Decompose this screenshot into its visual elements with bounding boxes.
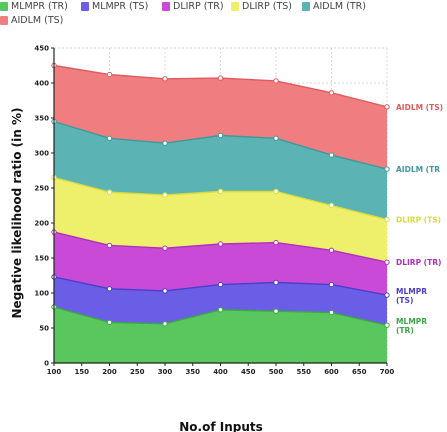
y-axis-title: Negative likelihood ratio (in %) — [10, 107, 24, 318]
series-end-label: MLMPR — [396, 317, 427, 326]
area-band — [54, 276, 387, 326]
area-band — [54, 65, 387, 170]
legend-swatch — [81, 2, 89, 11]
x-tick-label: 200 — [102, 368, 117, 376]
data-point — [384, 292, 390, 298]
data-point — [273, 239, 279, 246]
legend-label: MLMPR (TS) — [92, 1, 149, 12]
data-point — [273, 279, 279, 286]
data-point — [106, 189, 113, 195]
y-tick-label: 200 — [34, 220, 49, 228]
data-point — [162, 140, 168, 146]
data-point — [273, 308, 279, 314]
legend-item: MLMPR (TR) — [0, 1, 68, 12]
y-tick-label: 100 — [34, 290, 49, 298]
data-point — [162, 245, 168, 251]
y-tick-label: 300 — [34, 150, 49, 158]
legend-label: DLIRP (TR) — [173, 1, 224, 12]
legend-swatch — [302, 2, 310, 11]
data-point — [273, 188, 279, 195]
legend-label: MLMPR (TR) — [11, 1, 68, 12]
data-point — [162, 76, 168, 82]
data-point — [384, 104, 390, 110]
data-point — [217, 241, 224, 247]
data-point — [273, 78, 279, 84]
series-end-label: MLMPR — [396, 287, 427, 296]
x-tick-label: 500 — [269, 368, 284, 376]
data-point — [106, 71, 113, 78]
legend-item: DLIRP (TR) — [162, 1, 224, 12]
data-point — [217, 132, 224, 139]
x-tick-label: 550 — [296, 368, 311, 376]
end-labels: MLMPR(TR)MLMPR(TS)DLIRP (TR)DLIRP (TS)AI… — [396, 103, 443, 335]
x-tick-label: 350 — [185, 368, 200, 376]
data-point — [162, 192, 168, 198]
series-end-label: (TR) — [396, 326, 414, 335]
areas — [54, 65, 387, 363]
x-tick-label: 100 — [47, 368, 62, 376]
legend-label: DLIRP (TS) — [242, 1, 293, 12]
legend-label: AIDLM (TR) — [313, 1, 366, 12]
x-tick-label: 450 — [241, 368, 256, 376]
y-tick-label: 50 — [39, 325, 49, 333]
data-point — [328, 202, 335, 209]
area-band — [54, 307, 387, 363]
series-end-label: (TS) — [396, 296, 413, 305]
x-tick-label: 650 — [352, 368, 367, 376]
tick-labels: 0 50 100 150 200 250 300 350 400 450 100 150 200 250 3… — [34, 45, 394, 377]
data-point — [273, 135, 279, 142]
x-tick-label: 250 — [130, 368, 145, 376]
x-tick-label: 150 — [74, 368, 89, 376]
data-point — [328, 247, 335, 254]
y-tick-label: 0 — [44, 360, 49, 368]
series-end-label: DLIRP (TR) — [396, 258, 441, 267]
data-point — [217, 75, 224, 81]
legend-swatch — [0, 16, 8, 25]
x-tick-label: 400 — [213, 368, 228, 376]
series-end-label: AIDLM (TR — [396, 165, 440, 174]
y-tick-label: 350 — [34, 115, 49, 123]
data-point — [217, 307, 224, 313]
data-point — [162, 321, 168, 327]
data-point — [384, 216, 390, 223]
data-point — [384, 259, 390, 265]
x-tick-label: 700 — [380, 368, 395, 376]
data-point — [162, 288, 168, 294]
y-tick-label: 150 — [34, 255, 49, 263]
data-point — [106, 242, 113, 249]
legend-swatch — [231, 2, 239, 11]
legend-label: AIDLM (TS) — [11, 15, 64, 26]
series-end-label: AIDLM (TS) — [396, 103, 443, 112]
data-point — [106, 319, 113, 326]
data-point — [217, 188, 224, 195]
data-point — [106, 135, 113, 142]
area-band — [54, 121, 387, 220]
x-tick-label: 300 — [158, 368, 173, 376]
x-axis-title: No.of Inputs — [179, 420, 263, 432]
axes — [51, 47, 388, 366]
area-band — [54, 232, 387, 296]
legend-swatch — [0, 2, 8, 11]
y-tick-label: 450 — [34, 45, 49, 53]
data-point — [384, 166, 390, 172]
legend-item: MLMPR (TS) — [81, 1, 148, 12]
legend: MLMPR (TR) MLMPR (TS) DLIRP (TR) DLIRP (TS)… — [0, 0, 447, 30]
data-point — [217, 281, 224, 288]
data-point — [106, 286, 113, 292]
legend-item: AIDLM (TS) — [0, 15, 63, 26]
legend-swatch — [162, 2, 170, 11]
data-point — [328, 90, 335, 96]
data-point — [384, 322, 390, 328]
y-tick-label: 400 — [34, 80, 49, 88]
data-point — [328, 309, 335, 316]
y-tick-label: 250 — [34, 185, 49, 193]
data-points — [51, 62, 390, 328]
data-point — [328, 152, 335, 158]
series-end-label: DLIRP (TS) — [396, 216, 441, 225]
legend-item: DLIRP (TS) — [231, 1, 292, 12]
x-tick-label: 600 — [324, 368, 339, 376]
data-point — [328, 281, 335, 288]
legend-item: AIDLM (TR) — [302, 1, 366, 12]
